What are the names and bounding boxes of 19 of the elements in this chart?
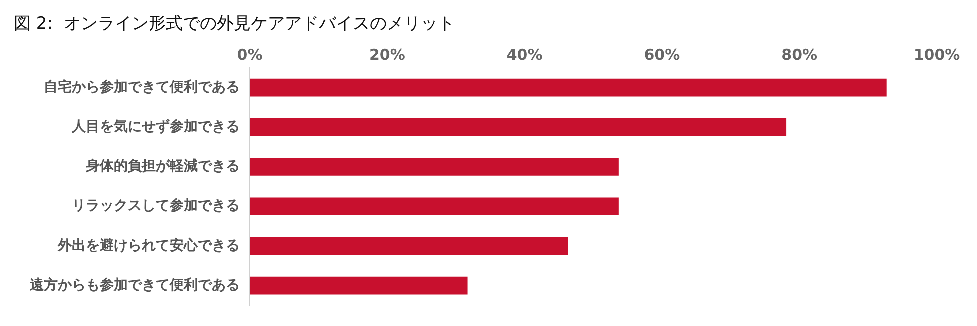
x-tick-label: 60% — [644, 46, 680, 64]
x-tick-label: 40% — [506, 46, 543, 64]
x-tick-label: 80% — [782, 46, 818, 64]
bar — [250, 158, 619, 176]
bar — [250, 237, 568, 256]
bar — [250, 118, 787, 136]
y-tick-label: 自宅から参加できて便利である — [44, 78, 240, 96]
x-tick-label: 0% — [237, 46, 263, 64]
y-tick-label: 身体的負担が軽減できる — [85, 158, 240, 175]
bar — [250, 198, 619, 216]
x-tick-label: 20% — [369, 46, 406, 64]
bar — [250, 78, 887, 97]
y-tick-label: 人目を気にせず参加できる — [71, 118, 240, 136]
y-tick-label: 外出を避けられて安心できる — [57, 236, 240, 254]
y-tick-label: リラックスして参加できる — [72, 197, 240, 214]
x-tick-label: 100% — [914, 46, 960, 64]
bar — [250, 276, 468, 295]
chart-title: 図 2: オンライン形式での外見ケアアドバイスのメリット — [14, 13, 455, 35]
y-tick-label: 遠方からも参加できて便利である — [29, 276, 240, 294]
